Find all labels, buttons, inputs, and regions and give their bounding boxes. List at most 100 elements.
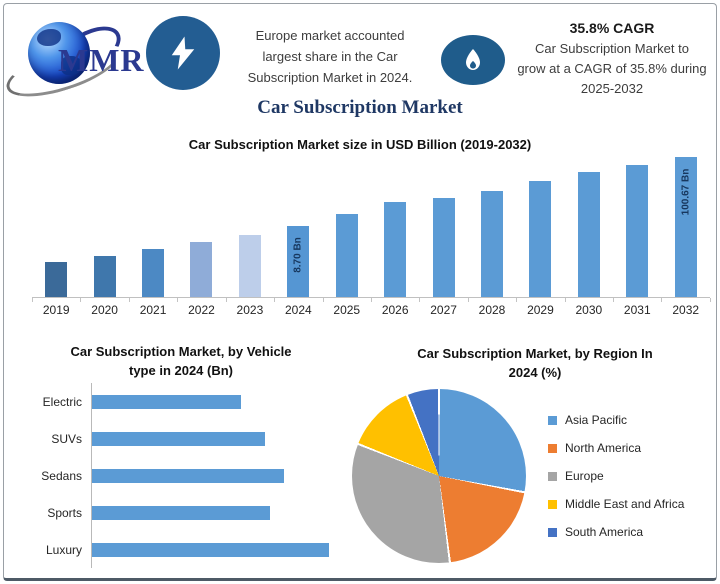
x-axis-label: 2024 <box>284 303 312 317</box>
legend-item: Europe <box>548 466 684 486</box>
axis-tick <box>566 298 615 302</box>
chart-title-line: 2024 (%) <box>508 365 562 380</box>
axis-tick <box>227 298 276 302</box>
axis-tick <box>275 298 324 302</box>
legend: Asia Pacific North America Europe Middle Ea… <box>548 410 684 550</box>
bar-cell: 100.67 Bn <box>661 157 709 297</box>
bar-cell <box>177 242 225 297</box>
bar-2023 <box>238 235 261 297</box>
bar-2030 <box>577 172 600 297</box>
bar-2024: 8.70 Bn <box>287 225 310 297</box>
axis-tick <box>33 298 82 302</box>
bar-cell <box>468 190 516 297</box>
hbar-row: Luxury <box>16 531 346 568</box>
hbar-row: Electric <box>16 383 346 420</box>
x-axis-label: 2023 <box>236 303 264 317</box>
hbar-track <box>91 457 346 494</box>
market-size-chart-title: Car Subscription Market size in USD Bill… <box>188 137 532 152</box>
bar-2029 <box>529 180 552 297</box>
axis-tick <box>81 298 130 302</box>
bar-cell <box>419 197 467 297</box>
legend-marker <box>548 415 557 425</box>
page-title: Car Subscription Market <box>257 97 463 118</box>
legend-marker <box>548 527 557 537</box>
cagr-block: 35.8% CAGR Car Subscription Market to gr… <box>507 20 716 99</box>
hbar-sedans <box>92 468 284 483</box>
axis-tick <box>324 298 372 302</box>
legend-marker <box>548 471 557 481</box>
legend-item: Middle East and Africa <box>548 494 684 514</box>
legend-label: South America <box>565 525 644 539</box>
hbar-label: Sports <box>47 505 82 520</box>
bar-2022 <box>190 242 213 297</box>
hbar-track <box>91 494 346 531</box>
bar-cell <box>613 165 661 297</box>
bar-cell <box>371 201 419 297</box>
legend-label: Asia Pacific <box>565 413 628 427</box>
logo-text: MMR <box>58 42 145 78</box>
bar-value-label: 100.67 Bn <box>680 168 692 216</box>
hbar-rows: Electric SUVs Sedans Sports Luxury <box>16 383 346 568</box>
hbar-track <box>91 531 346 568</box>
bar-cell <box>565 172 613 297</box>
bar-2019 <box>45 262 68 297</box>
hbar-row: Sports <box>16 494 346 531</box>
bar-2025 <box>335 214 358 297</box>
x-axis-label: 2028 <box>478 303 506 317</box>
cagr-line: grow at a CAGR of 35.8% during <box>517 61 707 76</box>
vehicle-type-chart: Car Subscription Market, by Vehicle type… <box>16 342 346 568</box>
x-axis-label: 2020 <box>91 303 118 317</box>
flame-badge <box>441 35 505 85</box>
flame-icon <box>466 49 480 70</box>
axis-tick <box>517 298 566 302</box>
axis-tick <box>130 298 179 302</box>
bar-2021 <box>142 249 165 297</box>
hbar-track <box>91 383 346 420</box>
lightning-badge <box>146 16 220 90</box>
x-axis-label: 2025 <box>333 303 361 317</box>
axis-tick <box>662 298 711 302</box>
mmr-logo: MMR <box>4 16 145 108</box>
hbar-luxury <box>92 542 329 557</box>
axis-tick <box>614 298 663 302</box>
europe-highlight-text: Europe market accounted largest share in… <box>224 25 436 88</box>
bar-value-label: 8.70 Bn <box>292 237 304 273</box>
hbar-track <box>91 420 346 457</box>
cagr-line: 2025-2032 <box>580 81 644 96</box>
hbar-sports <box>92 505 270 520</box>
x-axis-label: 2032 <box>672 303 700 317</box>
x-axis-labels: 2019 2020 2021 2022 2023 2024 2025 2026 2027 2028… <box>32 303 710 317</box>
chart-title-line: Car Subscription Market, by Region In <box>417 346 653 361</box>
legend-item: Asia Pacific <box>548 410 684 430</box>
legend-label: North America <box>565 441 642 455</box>
hbar-electric <box>92 394 242 409</box>
hbar-label: Electric <box>42 394 82 409</box>
hbar-row: SUVs <box>16 420 346 457</box>
bar-cell <box>323 214 371 297</box>
legend-item: South America <box>548 522 684 542</box>
legend-marker <box>548 443 557 453</box>
x-axis-label: 2027 <box>430 303 457 317</box>
infographic-frame: MMR Europe market accounted largest shar… <box>3 3 717 581</box>
hbar-label: Sedans <box>41 468 82 483</box>
x-axis-label: 2021 <box>139 303 167 317</box>
axis-tick <box>372 298 421 302</box>
bar-2026 <box>384 201 407 297</box>
vehicle-type-chart-title: Car Subscription Market, by Vehicle type… <box>16 342 346 380</box>
region-pie-chart: Car Subscription Market, by Region In 20… <box>352 344 716 563</box>
cagr-line: Car Subscription Market to <box>535 41 689 56</box>
x-axis-label: 2029 <box>527 303 554 317</box>
bar-cell <box>129 249 177 297</box>
lightning-icon <box>171 36 195 70</box>
globe-icon <box>28 22 90 84</box>
highlight-line: Subscription Market in 2024. <box>247 70 413 85</box>
bar-cell <box>226 235 274 297</box>
cagr-title: 35.8% CAGR <box>569 20 655 36</box>
x-axis-label: 2031 <box>623 303 651 317</box>
bars-area: 8.70 Bn 100.67 Bn <box>32 156 710 298</box>
bar-2028 <box>481 190 503 297</box>
hbar-label: Luxury <box>45 542 82 557</box>
chart-title-line: Car Subscription Market, by Vehicle <box>70 344 292 359</box>
hbar-suvs <box>92 431 265 446</box>
bar-cell: 8.70 Bn <box>274 225 322 297</box>
